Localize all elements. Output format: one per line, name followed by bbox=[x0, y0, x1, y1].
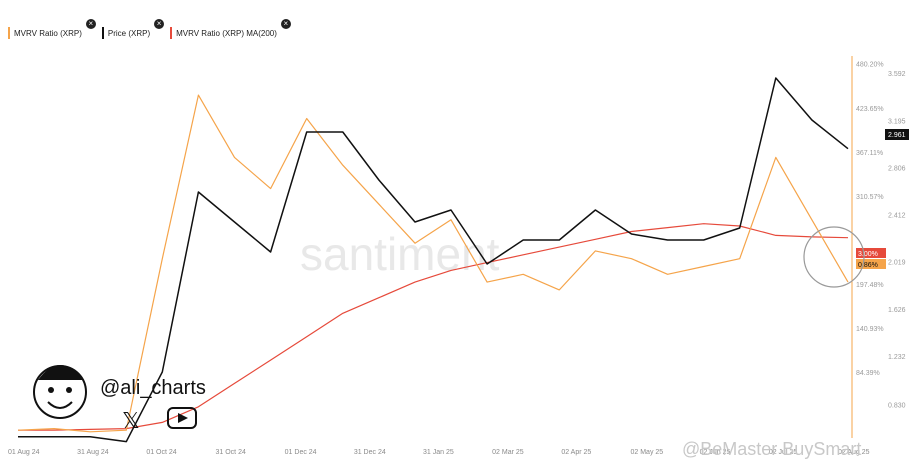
y-left-tick: 3.592 bbox=[888, 71, 906, 78]
series-line-0 bbox=[17, 94, 849, 433]
x-tick: 01 Aug 24 bbox=[8, 449, 40, 456]
close-icon[interactable]: × bbox=[154, 19, 165, 29]
y-right-tick: 367.11% bbox=[856, 150, 883, 157]
series-line-1 bbox=[18, 77, 849, 443]
x-tick: 01 Oct 24 bbox=[146, 449, 176, 456]
x-tick: 02 Mar 25 bbox=[492, 449, 524, 456]
brand-watermark: @BeMaster BuySmart bbox=[682, 439, 861, 459]
avatar-hair bbox=[38, 365, 84, 380]
y-right-tick: 84.39% bbox=[856, 370, 880, 377]
ma-badge-text: 3.00% bbox=[858, 251, 878, 258]
series-layer bbox=[17, 77, 849, 443]
avatar-smile bbox=[47, 401, 73, 409]
x-tick: 31 Aug 24 bbox=[77, 449, 109, 456]
ma-badge: 3.00% bbox=[856, 248, 886, 258]
close-icon[interactable]: × bbox=[85, 19, 96, 29]
legend-item-ma[interactable]: MVRV Ratio (XRP) MA(200) × bbox=[170, 19, 291, 39]
x-ticks: 01 Aug 24 31 Aug 24 01 Oct 24 31 Oct 24 01 D… bbox=[8, 449, 870, 456]
close-icon[interactable]: × bbox=[280, 19, 291, 29]
x-tick: 02 Jul 25 bbox=[769, 449, 798, 456]
legend-swatch-ma bbox=[170, 27, 173, 39]
legend-swatch-price bbox=[101, 27, 104, 39]
author-handle: @ali_charts bbox=[100, 377, 206, 399]
mvrv-badge: 0.86% bbox=[856, 259, 886, 269]
x-tick: 31 Dec 24 bbox=[354, 449, 386, 456]
price-badge: 2.961 bbox=[885, 129, 909, 140]
mvrv-badge-text: 0.86% bbox=[858, 262, 878, 269]
y-right-tick: 423.65% bbox=[856, 106, 884, 113]
price-badge-text: 2.961 bbox=[888, 132, 906, 139]
y-right-tick: 197.48% bbox=[856, 282, 884, 289]
legend-label-price: Price (XRP) bbox=[107, 28, 151, 38]
legend: MVRV Ratio (XRP) × Price (XRP) × MVRV Ra… bbox=[8, 19, 291, 39]
y-right-tick: 310.57% bbox=[856, 194, 884, 201]
y-left-tick: 2.806 bbox=[888, 165, 906, 172]
y-left-tick: 1.626 bbox=[888, 307, 906, 314]
youtube-icon[interactable] bbox=[167, 407, 197, 429]
x-logo-icon[interactable]: 𝕏 bbox=[122, 408, 140, 433]
avatar bbox=[33, 365, 87, 419]
y-left-tick: 2.412 bbox=[888, 213, 906, 220]
highlight-circle bbox=[803, 226, 865, 288]
y-left-tick: 2.019 bbox=[888, 260, 906, 267]
y-right-tick: 140.93% bbox=[856, 326, 884, 333]
x-tick: 31 Jan 25 bbox=[423, 449, 454, 456]
y-left-tick: 1.232 bbox=[888, 354, 906, 361]
legend-swatch-mvrv bbox=[8, 27, 10, 39]
legend-item-price[interactable]: Price (XRP) × bbox=[101, 19, 165, 39]
y-left-tick: 3.195 bbox=[888, 119, 906, 126]
avatar-eye-left bbox=[48, 387, 54, 393]
x-tick: 02 May 25 bbox=[631, 449, 664, 456]
y-left-tick: 0.830 bbox=[888, 402, 906, 409]
legend-label-ma: MVRV Ratio (XRP) MA(200) bbox=[176, 28, 277, 38]
y-right-tick: 480.20% bbox=[856, 62, 884, 69]
x-tick: 01 Dec 24 bbox=[285, 449, 317, 456]
legend-item-mvrv[interactable]: MVRV Ratio (XRP) × bbox=[8, 19, 96, 39]
watermark: santiment bbox=[300, 228, 500, 280]
y-ticks: 3.592 3.195 2.806 2.412 2.019 1.626 1.232 0.830… bbox=[856, 62, 906, 410]
x-tick: 02 Jun 25 bbox=[700, 449, 731, 456]
price-badge-bg bbox=[885, 129, 909, 140]
legend-label-mvrv: MVRV Ratio (XRP) bbox=[14, 28, 82, 38]
x-tick: 02 Aug 25 bbox=[838, 449, 870, 456]
x-tick: 31 Oct 24 bbox=[216, 449, 246, 456]
ma-badge-bg bbox=[856, 248, 886, 258]
avatar-eye-right bbox=[66, 387, 72, 393]
x-tick: 02 Apr 25 bbox=[561, 449, 591, 456]
mvrv-badge-bg bbox=[856, 259, 886, 269]
series-line-2 bbox=[18, 223, 849, 431]
